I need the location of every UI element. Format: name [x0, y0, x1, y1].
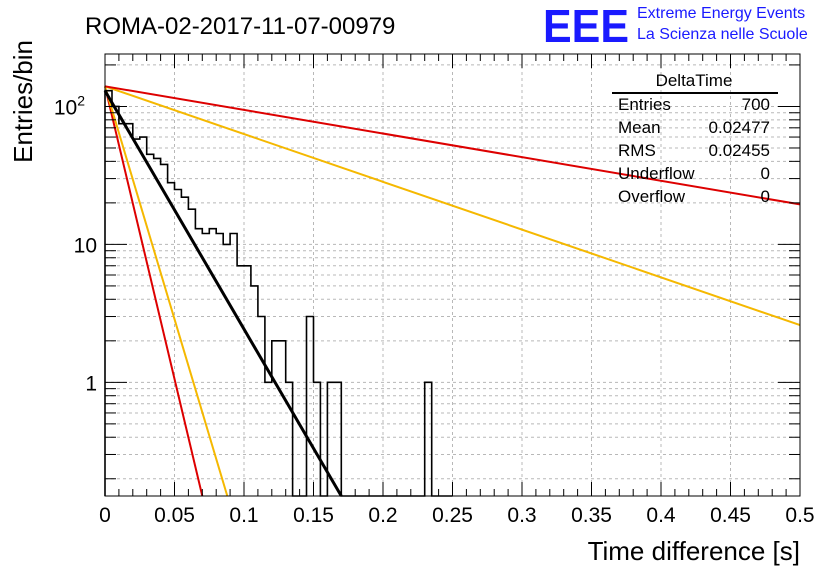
eee-subtitle-2: La Scienza nelle Scuole [637, 26, 808, 43]
stats-label-entries: Entries [618, 95, 671, 114]
stats-label-overflow: Overflow [618, 187, 686, 206]
stats-value-rms: 0.02455 [709, 141, 770, 160]
eee-subtitle-1: Extreme Energy Events [637, 5, 805, 22]
x-tick-label: 0.25 [432, 504, 473, 527]
stats-value-overflow: 0 [761, 187, 770, 206]
x-tick-label: 0.2 [368, 504, 397, 527]
stats-box: DeltaTime Entries 700 Mean 0.02477 RMS 0… [612, 71, 778, 206]
stats-rows: Entries 700 Mean 0.02477 RMS 0.02455 Und… [618, 95, 770, 206]
fit-line-3 [104, 85, 801, 327]
x-tick-label: 0.05 [154, 504, 195, 527]
stats-label-mean: Mean [618, 118, 661, 137]
y-tick-label: 1 [85, 372, 97, 395]
y-axis-label: Entries/bin [8, 40, 38, 163]
series-layer [103, 85, 801, 497]
axis-ticks: 0 0.05 0.1 0.15 0.2 0.25 0.3 0.35 0.4 0.45 0.5 1 10 1… [54, 54, 815, 527]
stats-value-entries: 700 [742, 95, 770, 114]
stats-label-underflow: Underflow [618, 164, 695, 183]
y-tick-label: 102 [54, 92, 85, 119]
fit-line-4 [104, 85, 801, 206]
stats-name: DeltaTime [656, 71, 733, 90]
y-tick-label: 10 [74, 234, 97, 257]
fit-line-1 [104, 86, 204, 497]
fit-line-0 [103, 89, 343, 497]
chart-title: ROMA-02-2017-11-07-00979 [85, 13, 395, 40]
x-axis-label: Time difference [s] [588, 536, 800, 566]
histogram-layer [104, 89, 453, 497]
x-tick-label: 0.3 [507, 504, 536, 527]
fit-line-2 [104, 86, 229, 497]
grid-lines [105, 54, 800, 496]
x-tick-label: 0.4 [646, 504, 676, 527]
x-tick-label: 0.5 [785, 504, 814, 527]
histogram-outline [104, 89, 453, 497]
x-tick-label: 0.15 [293, 504, 334, 527]
x-tick-label: 0.45 [710, 504, 751, 527]
stats-value-underflow: 0 [761, 164, 770, 183]
stats-label-rms: RMS [618, 141, 656, 160]
x-tick-label: 0 [99, 504, 111, 527]
stats-value-mean: 0.02477 [709, 118, 770, 137]
eee-logo: EEE [543, 0, 629, 52]
x-tick-label: 0.1 [229, 504, 258, 527]
x-tick-label: 0.35 [571, 504, 612, 527]
